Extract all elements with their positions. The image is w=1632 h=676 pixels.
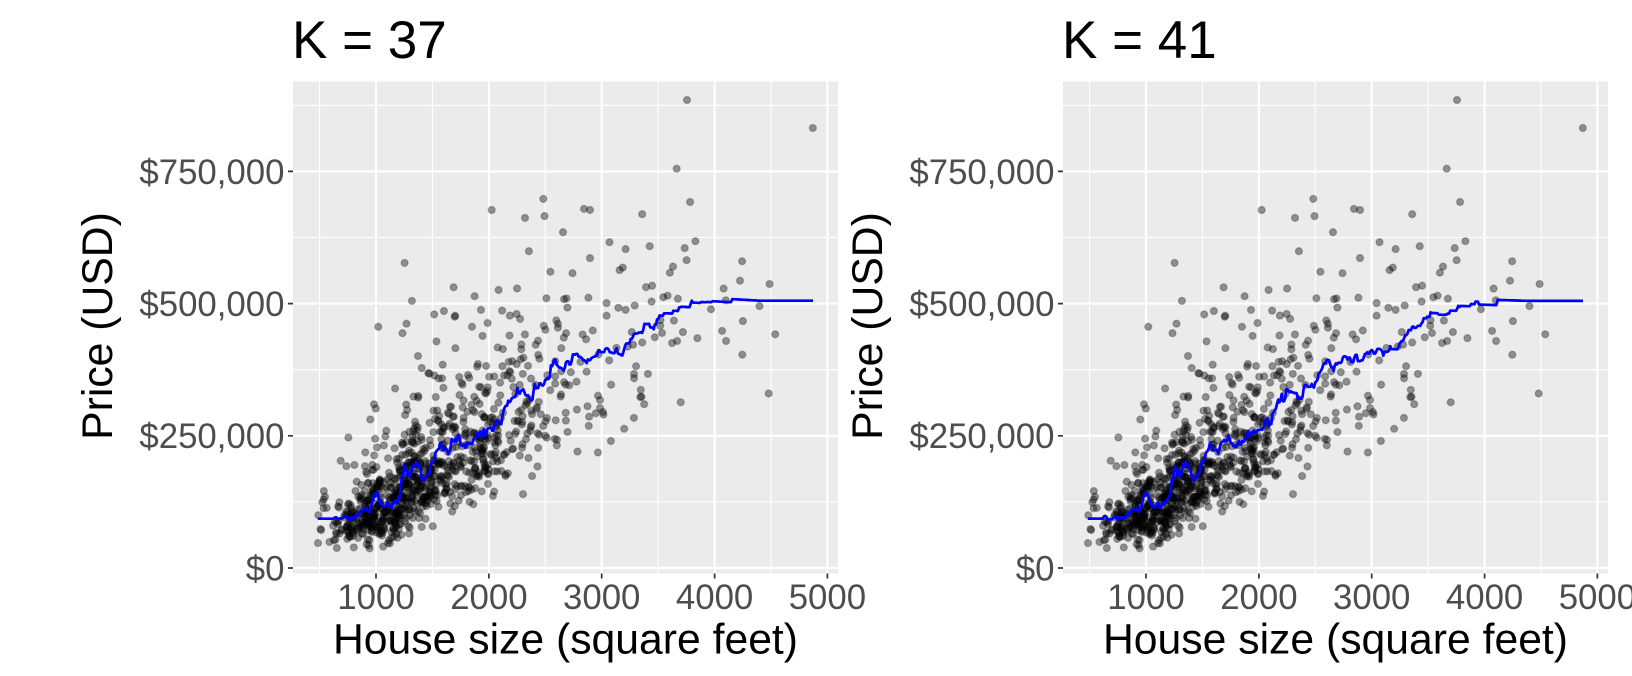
svg-text:$0: $0 — [1016, 549, 1055, 588]
svg-text:$750,000: $750,000 — [139, 153, 284, 192]
svg-text:$250,000: $250,000 — [139, 417, 284, 456]
svg-text:$500,000: $500,000 — [909, 285, 1054, 324]
svg-text:Price (USD): Price (USD) — [844, 212, 892, 440]
svg-text:$750,000: $750,000 — [909, 153, 1054, 192]
svg-text:5000: 5000 — [1559, 578, 1632, 617]
svg-text:1000: 1000 — [337, 578, 414, 617]
svg-text:House size (square feet): House size (square feet) — [333, 616, 798, 664]
svg-text:House size (square feet): House size (square feet) — [1103, 616, 1568, 664]
svg-text:2000: 2000 — [450, 578, 527, 617]
svg-text:4000: 4000 — [1446, 578, 1523, 617]
svg-text:4000: 4000 — [676, 578, 753, 617]
svg-text:$0: $0 — [246, 549, 285, 588]
svg-text:1000: 1000 — [1107, 578, 1184, 617]
svg-text:3000: 3000 — [563, 578, 640, 617]
svg-text:Price (USD): Price (USD) — [74, 212, 122, 440]
svg-text:3000: 3000 — [1333, 578, 1410, 617]
svg-text:K = 37: K = 37 — [292, 11, 447, 70]
svg-text:$250,000: $250,000 — [909, 417, 1054, 456]
svg-text:$500,000: $500,000 — [139, 285, 284, 324]
svg-text:5000: 5000 — [789, 578, 866, 617]
svg-text:K = 41: K = 41 — [1062, 11, 1217, 70]
svg-text:2000: 2000 — [1220, 578, 1297, 617]
